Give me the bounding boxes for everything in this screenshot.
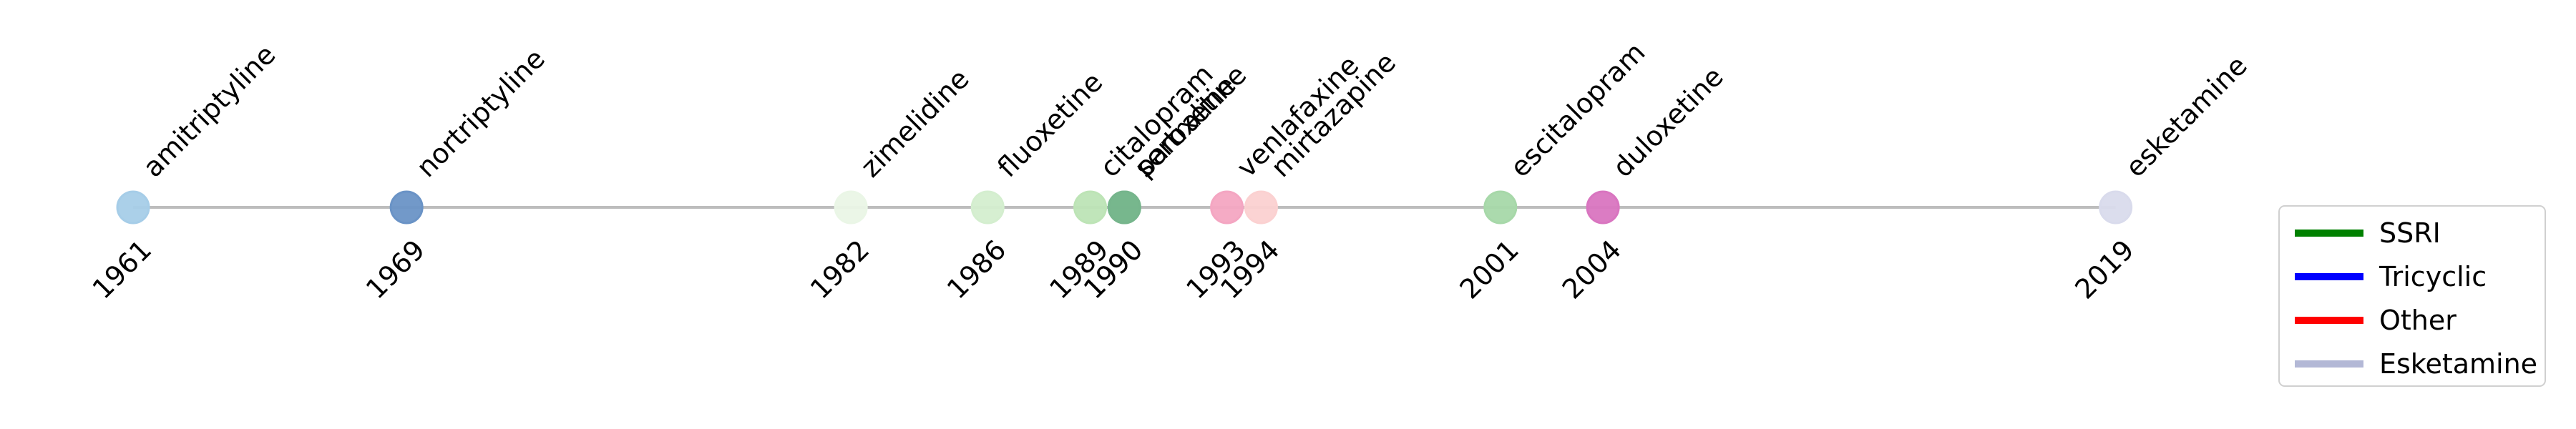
legend: SSRI Tricyclic Other Esketamine: [2278, 205, 2546, 387]
timeline-point-sertraline: [1107, 190, 1141, 225]
year-label-duloxetine: 2004: [1556, 234, 1628, 305]
drug-label-fluoxetine: fluoxetine: [992, 66, 1109, 184]
drug-label-zimelidine: zimelidine: [854, 63, 975, 183]
timeline-point-mirtazapine: [1244, 190, 1278, 225]
year-label-fluoxetine: 1986: [941, 234, 1013, 305]
legend-label-ssri: SSRI: [2379, 217, 2441, 249]
legend-label-tricyclic: Tricyclic: [2379, 261, 2487, 292]
timeline-point-citalopram: [1073, 190, 1108, 225]
timeline-point-nortriptyline: [389, 190, 424, 225]
timeline-point-amitriptyline: [116, 190, 150, 225]
year-label-esketamine: 2019: [2069, 234, 2140, 305]
timeline-point-escitalopram: [1483, 190, 1518, 225]
timeline-point-esketamine: [2099, 190, 2133, 225]
legend-label-other: Other: [2379, 305, 2457, 336]
drug-label-amitriptyline: amitriptyline: [137, 39, 281, 183]
drug-label-nortriptyline: nortriptyline: [410, 43, 551, 184]
timeline-point-zimelidine: [834, 190, 868, 225]
legend-label-esketamine: Esketamine: [2379, 348, 2537, 380]
timeline-point-venlafaxine: [1210, 190, 1244, 225]
timeline-point-fluoxetine: [970, 190, 1005, 225]
drug-label-esketamine: esketamine: [2119, 49, 2253, 183]
year-label-zimelidine: 1982: [804, 234, 876, 305]
legend-box: [2278, 205, 2546, 387]
year-label-escitalopram: 2001: [1453, 234, 1525, 305]
year-label-amitriptyline: 1961: [87, 234, 158, 305]
timeline-point-duloxetine: [1586, 190, 1620, 225]
year-label-nortriptyline: 1969: [360, 234, 431, 305]
